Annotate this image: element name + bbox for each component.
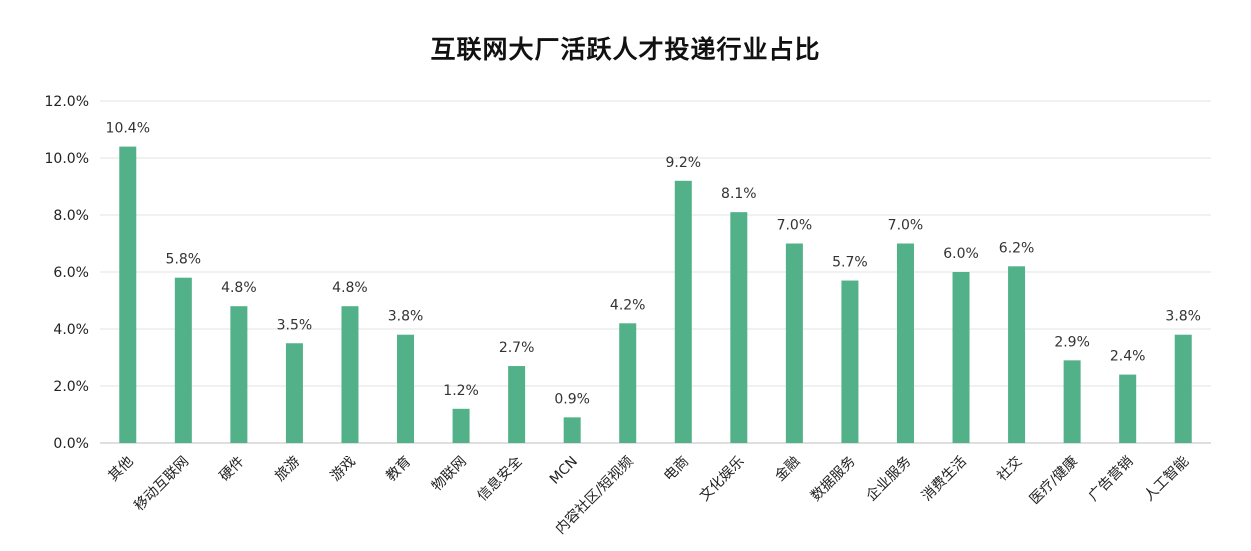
chart-title: 互联网大厂活跃人才投递行业占比 bbox=[430, 35, 821, 64]
bar bbox=[785, 243, 803, 443]
bar bbox=[896, 243, 914, 443]
bar bbox=[174, 277, 192, 443]
data-label: 0.9% bbox=[554, 391, 590, 407]
data-label: 2.4% bbox=[1110, 349, 1146, 365]
data-label: 5.8% bbox=[166, 252, 202, 268]
bar bbox=[563, 417, 581, 443]
bar bbox=[397, 334, 415, 443]
y-tick-label: 2.0% bbox=[53, 379, 89, 395]
data-label: 5.7% bbox=[832, 255, 868, 271]
category-label: 医疗/健康 bbox=[1026, 453, 1081, 508]
data-label: 6.0% bbox=[943, 246, 979, 262]
data-label: 4.8% bbox=[332, 280, 368, 296]
category-label: 社交 bbox=[994, 453, 1026, 485]
data-label: 3.8% bbox=[388, 309, 424, 325]
category-label: 文化娱乐 bbox=[697, 454, 748, 505]
data-label: 9.2% bbox=[665, 155, 701, 171]
category-label: MCN bbox=[547, 454, 581, 488]
category-label: 企业服务 bbox=[863, 453, 915, 505]
category-label: 消费生活 bbox=[919, 454, 970, 505]
category-label: 人工智能 bbox=[1141, 454, 1192, 505]
category-label: 硬件 bbox=[217, 454, 248, 485]
data-label: 3.5% bbox=[277, 317, 313, 333]
category-label: 游戏 bbox=[328, 454, 359, 485]
data-label: 1.2% bbox=[443, 383, 479, 399]
category-label: 教育 bbox=[383, 454, 414, 485]
bar bbox=[1063, 360, 1081, 443]
bar bbox=[952, 272, 970, 443]
y-tick-label: 4.0% bbox=[53, 322, 89, 338]
data-labels: 10.4% 5.8% 4.8% 3.5% 4.8% 3.8% 1.2% 2.7% 0.9% 4.2… bbox=[106, 121, 1201, 408]
y-axis: 0.0% 2.0% 4.0% 6.0% 8.0% 10.0% 12.0% bbox=[45, 94, 89, 452]
data-label: 7.0% bbox=[777, 218, 813, 234]
bar bbox=[285, 343, 303, 443]
y-tick-label: 10.0% bbox=[45, 151, 89, 167]
bar bbox=[452, 408, 470, 443]
y-tick-label: 12.0% bbox=[45, 94, 89, 110]
bar bbox=[674, 180, 692, 444]
category-label: 移动互联网 bbox=[131, 454, 192, 515]
bar bbox=[1174, 334, 1192, 443]
category-label: 数据服务 bbox=[808, 454, 859, 505]
data-label: 4.8% bbox=[221, 280, 257, 296]
category-label: 旅游 bbox=[272, 454, 303, 485]
bar bbox=[341, 306, 359, 443]
category-label: 物联网 bbox=[429, 454, 470, 495]
y-tick-label: 0.0% bbox=[53, 436, 89, 452]
bars bbox=[119, 146, 1192, 444]
data-label: 4.2% bbox=[610, 297, 646, 313]
y-tick-label: 8.0% bbox=[53, 208, 89, 224]
bar bbox=[1119, 374, 1137, 443]
category-label: 广告营销 bbox=[1086, 454, 1137, 505]
data-label: 2.9% bbox=[1054, 334, 1090, 350]
gridlines bbox=[100, 100, 1211, 444]
bar bbox=[619, 323, 637, 443]
data-label: 8.1% bbox=[721, 186, 757, 202]
bar bbox=[230, 306, 248, 443]
bar bbox=[841, 280, 859, 443]
x-axis: 其他移动互联网 硬件 旅游 游戏 教育 物联网 信息安全 MCN内容社区/短视频 电商 文化娱乐金… bbox=[105, 453, 1192, 538]
bar bbox=[730, 212, 748, 443]
category-label: 其他 bbox=[105, 454, 136, 485]
bar bbox=[508, 366, 526, 443]
data-label: 6.2% bbox=[999, 240, 1035, 256]
y-tick-label: 6.0% bbox=[53, 265, 89, 281]
category-label: 信息安全 bbox=[474, 453, 526, 505]
category-label: 金融 bbox=[772, 454, 803, 485]
data-label: 2.7% bbox=[499, 340, 535, 356]
data-label: 7.0% bbox=[888, 218, 924, 234]
data-label: 10.4% bbox=[106, 121, 150, 137]
category-label: 电商 bbox=[661, 454, 692, 485]
bar bbox=[1008, 266, 1026, 443]
bar bbox=[119, 146, 137, 443]
data-label: 3.8% bbox=[1165, 309, 1201, 325]
